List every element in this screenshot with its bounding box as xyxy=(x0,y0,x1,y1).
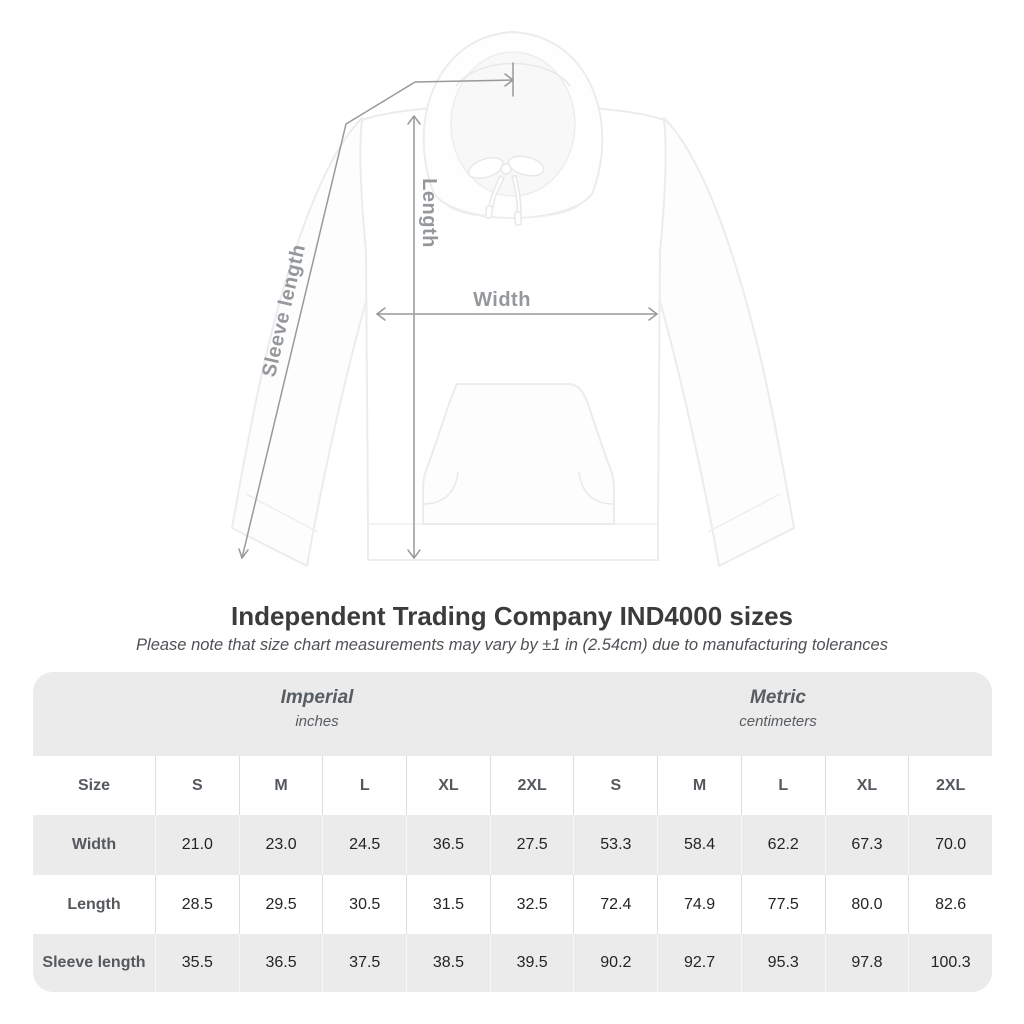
hoodie-left-cuff-seam xyxy=(245,493,319,533)
col-header: L xyxy=(322,756,406,815)
table-cell: 38.5 xyxy=(406,934,490,992)
metric-group-header: Metric centimeters xyxy=(739,687,817,730)
table-cell: 82.6 xyxy=(908,875,992,934)
page-subtitle: Please note that size chart measurements… xyxy=(136,636,888,654)
table-row-length: Length 28.5 29.5 30.5 31.5 32.5 72.4 74.… xyxy=(33,875,992,934)
length-label: Length xyxy=(418,178,440,248)
table-cell: 23.0 xyxy=(238,815,323,875)
table-cell: 95.3 xyxy=(740,934,825,992)
hoodie-right-cuff-seam xyxy=(707,493,781,533)
col-header: S xyxy=(573,756,657,815)
table-cell: 53.3 xyxy=(573,815,657,875)
col-header: M xyxy=(238,756,323,815)
hoodie-measurement-diagram: Length Width Sleeve length xyxy=(231,31,795,567)
metric-unit: centimeters xyxy=(739,713,817,730)
col-header: L xyxy=(740,756,825,815)
hoodie-pocket-left-opening xyxy=(422,471,459,505)
width-label: Width xyxy=(473,289,531,311)
col-header: M xyxy=(657,756,741,815)
table-cell: 62.2 xyxy=(740,815,825,875)
size-header-row: Size S M L XL 2XL S M L XL 2XL xyxy=(33,756,992,815)
col-header: 2XL xyxy=(908,756,992,815)
table-cell: 39.5 xyxy=(489,934,574,992)
measurement-annotations xyxy=(238,62,658,559)
table-cell: 70.0 xyxy=(908,815,992,875)
table-cell: 32.5 xyxy=(489,875,574,934)
table-cell: 92.7 xyxy=(657,934,741,992)
table-cell: 36.5 xyxy=(406,815,490,875)
page-title: Independent Trading Company IND4000 size… xyxy=(230,601,794,631)
table-cell: 80.0 xyxy=(824,875,909,934)
sleeve-length-arrow-cuff xyxy=(238,548,249,559)
table-cell: 21.0 xyxy=(155,815,239,875)
table-cell: 30.5 xyxy=(322,875,406,934)
table-cell: 27.5 xyxy=(489,815,574,875)
col-header: 2XL xyxy=(489,756,574,815)
col-header: S xyxy=(155,756,239,815)
hoodie-drawstring-bow xyxy=(467,155,545,226)
hoodie-pocket-right-opening xyxy=(578,471,615,505)
units-header-band: Imperial inches Metric centimeters xyxy=(33,672,992,756)
imperial-unit: inches xyxy=(295,713,339,730)
table-cell: 37.5 xyxy=(322,934,406,992)
table-cell: 29.5 xyxy=(238,875,323,934)
col-header: XL xyxy=(406,756,490,815)
hoodie-illustration xyxy=(231,31,795,567)
length-arrow-bottom xyxy=(407,549,421,559)
table-cell: 35.5 xyxy=(155,934,239,992)
hoodie-pocket xyxy=(422,383,615,525)
hoodie-neckline xyxy=(447,205,579,219)
table-cell: 77.5 xyxy=(740,875,825,934)
imperial-label: Imperial xyxy=(280,687,354,708)
table-cell: 100.3 xyxy=(908,934,992,992)
size-chart-table: Imperial inches Metric centimeters Size … xyxy=(33,672,992,992)
length-arrow-top xyxy=(407,115,421,125)
table-cell: 97.8 xyxy=(824,934,909,992)
width-arrow-right xyxy=(648,307,658,321)
sleeve-length-line xyxy=(241,79,514,559)
table-cell: 67.3 xyxy=(824,815,909,875)
table-cell: 24.5 xyxy=(322,815,406,875)
width-arrow-left xyxy=(376,307,386,321)
size-column-header: Size xyxy=(77,776,110,794)
table-cell: 58.4 xyxy=(657,815,741,875)
row-label: Sleeve length xyxy=(42,954,146,971)
table-cell: 90.2 xyxy=(573,934,657,992)
table-cell: 36.5 xyxy=(238,934,323,992)
col-header: XL xyxy=(824,756,909,815)
table-cell: 28.5 xyxy=(155,875,239,934)
table-cell: 31.5 xyxy=(406,875,490,934)
table-row-sleeve-length: Sleeve length 35.5 36.5 37.5 38.5 39.5 9… xyxy=(33,934,992,992)
table-cell: 72.4 xyxy=(573,875,657,934)
row-label: Width xyxy=(71,836,117,853)
hoodie-diagram-svg: Length Width Sleeve length xyxy=(231,31,795,567)
row-label: Length xyxy=(67,895,121,913)
table-row-width: Width 21.0 23.0 24.5 36.5 27.5 53.3 58.4… xyxy=(33,815,992,875)
imperial-group-header: Imperial inches xyxy=(281,687,354,730)
table-cell: 74.9 xyxy=(657,875,741,934)
metric-label: Metric xyxy=(750,687,806,708)
